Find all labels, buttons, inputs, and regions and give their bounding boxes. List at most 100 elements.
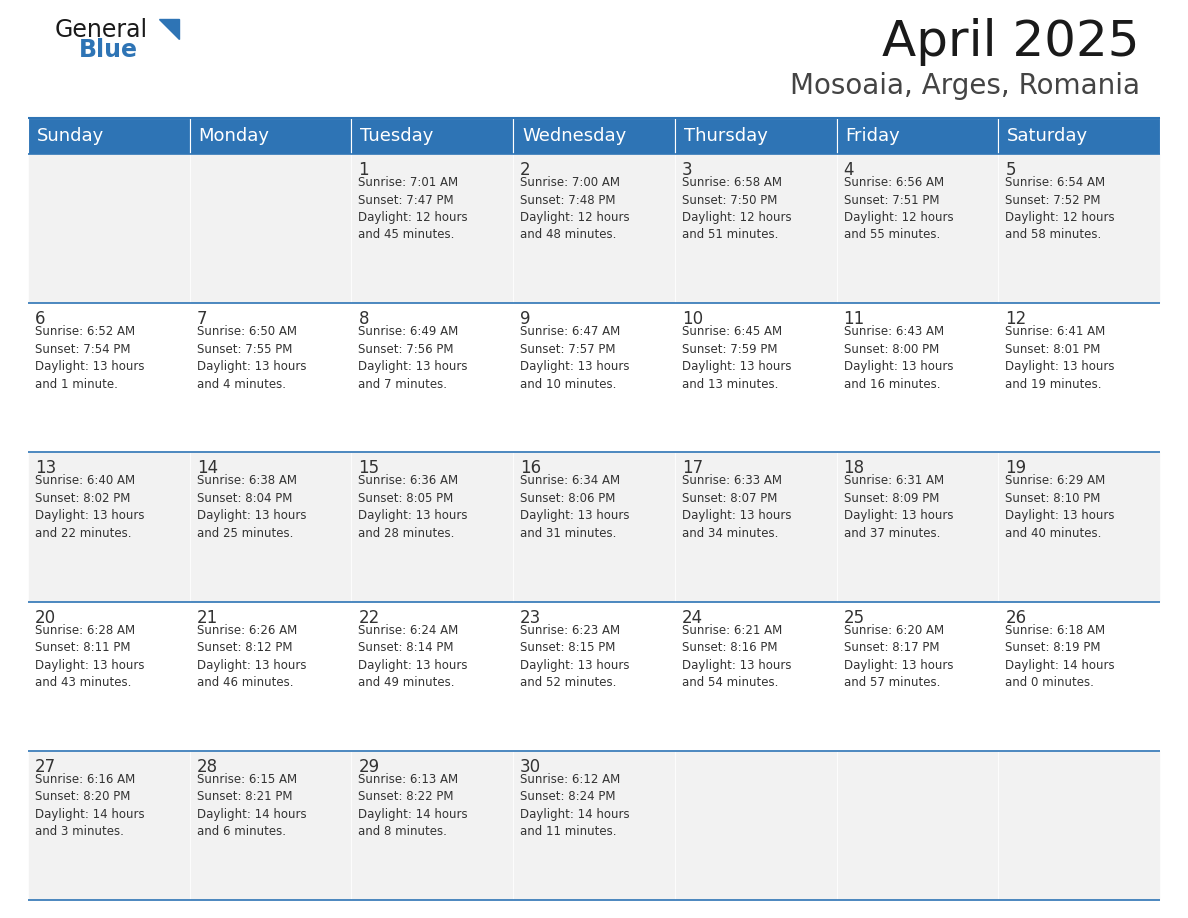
- Bar: [836, 751, 998, 900]
- Bar: [29, 154, 190, 303]
- Text: Sunrise: 6:45 AM
Sunset: 7:59 PM
Daylight: 13 hours
and 13 minutes.: Sunrise: 6:45 AM Sunset: 7:59 PM Dayligh…: [682, 325, 791, 391]
- Bar: [190, 118, 352, 154]
- Bar: [675, 154, 836, 303]
- Text: 21: 21: [197, 609, 217, 627]
- Bar: [998, 118, 1159, 154]
- Text: Sunrise: 6:34 AM
Sunset: 8:06 PM
Daylight: 13 hours
and 31 minutes.: Sunrise: 6:34 AM Sunset: 8:06 PM Dayligh…: [520, 475, 630, 540]
- Bar: [675, 303, 836, 453]
- Text: Sunrise: 6:52 AM
Sunset: 7:54 PM
Daylight: 13 hours
and 1 minute.: Sunrise: 6:52 AM Sunset: 7:54 PM Dayligh…: [34, 325, 145, 391]
- Bar: [836, 601, 998, 751]
- Text: 6: 6: [34, 310, 45, 329]
- Text: Sunrise: 6:41 AM
Sunset: 8:01 PM
Daylight: 13 hours
and 19 minutes.: Sunrise: 6:41 AM Sunset: 8:01 PM Dayligh…: [1005, 325, 1114, 391]
- Text: 15: 15: [359, 459, 379, 477]
- Bar: [836, 453, 998, 601]
- Bar: [29, 601, 190, 751]
- Text: 30: 30: [520, 757, 542, 776]
- Text: Tuesday: Tuesday: [360, 127, 434, 145]
- Text: Sunrise: 6:29 AM
Sunset: 8:10 PM
Daylight: 13 hours
and 40 minutes.: Sunrise: 6:29 AM Sunset: 8:10 PM Dayligh…: [1005, 475, 1114, 540]
- Text: Sunrise: 6:20 AM
Sunset: 8:17 PM
Daylight: 13 hours
and 57 minutes.: Sunrise: 6:20 AM Sunset: 8:17 PM Dayligh…: [843, 623, 953, 689]
- Text: 20: 20: [34, 609, 56, 627]
- Polygon shape: [159, 19, 179, 39]
- Text: 2: 2: [520, 161, 531, 179]
- Text: 11: 11: [843, 310, 865, 329]
- Text: Sunrise: 6:31 AM
Sunset: 8:09 PM
Daylight: 13 hours
and 37 minutes.: Sunrise: 6:31 AM Sunset: 8:09 PM Dayligh…: [843, 475, 953, 540]
- Bar: [998, 303, 1159, 453]
- Bar: [352, 751, 513, 900]
- Bar: [998, 751, 1159, 900]
- Bar: [836, 118, 998, 154]
- Text: 13: 13: [34, 459, 56, 477]
- Bar: [998, 453, 1159, 601]
- Bar: [29, 751, 190, 900]
- Text: 25: 25: [843, 609, 865, 627]
- Text: 26: 26: [1005, 609, 1026, 627]
- Text: Sunrise: 7:01 AM
Sunset: 7:47 PM
Daylight: 12 hours
and 45 minutes.: Sunrise: 7:01 AM Sunset: 7:47 PM Dayligh…: [359, 176, 468, 241]
- Bar: [190, 751, 352, 900]
- Text: 12: 12: [1005, 310, 1026, 329]
- Text: 24: 24: [682, 609, 703, 627]
- Text: Friday: Friday: [846, 127, 901, 145]
- Bar: [675, 601, 836, 751]
- Text: 3: 3: [682, 161, 693, 179]
- Text: Sunrise: 6:56 AM
Sunset: 7:51 PM
Daylight: 12 hours
and 55 minutes.: Sunrise: 6:56 AM Sunset: 7:51 PM Dayligh…: [843, 176, 953, 241]
- Bar: [836, 154, 998, 303]
- Text: Sunrise: 6:43 AM
Sunset: 8:00 PM
Daylight: 13 hours
and 16 minutes.: Sunrise: 6:43 AM Sunset: 8:00 PM Dayligh…: [843, 325, 953, 391]
- Bar: [29, 453, 190, 601]
- Text: 19: 19: [1005, 459, 1026, 477]
- Text: Sunrise: 6:33 AM
Sunset: 8:07 PM
Daylight: 13 hours
and 34 minutes.: Sunrise: 6:33 AM Sunset: 8:07 PM Dayligh…: [682, 475, 791, 540]
- Text: Sunrise: 6:49 AM
Sunset: 7:56 PM
Daylight: 13 hours
and 7 minutes.: Sunrise: 6:49 AM Sunset: 7:56 PM Dayligh…: [359, 325, 468, 391]
- Text: 18: 18: [843, 459, 865, 477]
- Bar: [190, 601, 352, 751]
- Text: 28: 28: [197, 757, 217, 776]
- Text: Sunrise: 6:38 AM
Sunset: 8:04 PM
Daylight: 13 hours
and 25 minutes.: Sunrise: 6:38 AM Sunset: 8:04 PM Dayligh…: [197, 475, 307, 540]
- Bar: [513, 751, 675, 900]
- Bar: [352, 303, 513, 453]
- Bar: [998, 154, 1159, 303]
- Text: Sunrise: 6:47 AM
Sunset: 7:57 PM
Daylight: 13 hours
and 10 minutes.: Sunrise: 6:47 AM Sunset: 7:57 PM Dayligh…: [520, 325, 630, 391]
- Text: Sunrise: 6:54 AM
Sunset: 7:52 PM
Daylight: 12 hours
and 58 minutes.: Sunrise: 6:54 AM Sunset: 7:52 PM Dayligh…: [1005, 176, 1114, 241]
- Text: Sunrise: 6:50 AM
Sunset: 7:55 PM
Daylight: 13 hours
and 4 minutes.: Sunrise: 6:50 AM Sunset: 7:55 PM Dayligh…: [197, 325, 307, 391]
- Text: 10: 10: [682, 310, 703, 329]
- Bar: [675, 453, 836, 601]
- Text: Sunrise: 6:12 AM
Sunset: 8:24 PM
Daylight: 14 hours
and 11 minutes.: Sunrise: 6:12 AM Sunset: 8:24 PM Dayligh…: [520, 773, 630, 838]
- Text: Sunrise: 6:40 AM
Sunset: 8:02 PM
Daylight: 13 hours
and 22 minutes.: Sunrise: 6:40 AM Sunset: 8:02 PM Dayligh…: [34, 475, 145, 540]
- Text: 8: 8: [359, 310, 369, 329]
- Text: Sunrise: 6:36 AM
Sunset: 8:05 PM
Daylight: 13 hours
and 28 minutes.: Sunrise: 6:36 AM Sunset: 8:05 PM Dayligh…: [359, 475, 468, 540]
- Text: General: General: [55, 18, 148, 42]
- Bar: [675, 118, 836, 154]
- Text: Sunrise: 6:28 AM
Sunset: 8:11 PM
Daylight: 13 hours
and 43 minutes.: Sunrise: 6:28 AM Sunset: 8:11 PM Dayligh…: [34, 623, 145, 689]
- Bar: [190, 453, 352, 601]
- Text: 4: 4: [843, 161, 854, 179]
- Bar: [675, 751, 836, 900]
- Text: 27: 27: [34, 757, 56, 776]
- Bar: [513, 154, 675, 303]
- Text: 23: 23: [520, 609, 542, 627]
- Text: Sunrise: 6:16 AM
Sunset: 8:20 PM
Daylight: 14 hours
and 3 minutes.: Sunrise: 6:16 AM Sunset: 8:20 PM Dayligh…: [34, 773, 145, 838]
- Bar: [352, 453, 513, 601]
- Text: Sunrise: 6:58 AM
Sunset: 7:50 PM
Daylight: 12 hours
and 51 minutes.: Sunrise: 6:58 AM Sunset: 7:50 PM Dayligh…: [682, 176, 791, 241]
- Text: Sunrise: 6:21 AM
Sunset: 8:16 PM
Daylight: 13 hours
and 54 minutes.: Sunrise: 6:21 AM Sunset: 8:16 PM Dayligh…: [682, 623, 791, 689]
- Text: 9: 9: [520, 310, 531, 329]
- Bar: [998, 601, 1159, 751]
- Bar: [190, 303, 352, 453]
- Text: Sunrise: 7:00 AM
Sunset: 7:48 PM
Daylight: 12 hours
and 48 minutes.: Sunrise: 7:00 AM Sunset: 7:48 PM Dayligh…: [520, 176, 630, 241]
- Text: Wednesday: Wednesday: [523, 127, 626, 145]
- Bar: [513, 453, 675, 601]
- Text: Monday: Monday: [198, 127, 270, 145]
- Text: Blue: Blue: [78, 38, 138, 62]
- Text: 14: 14: [197, 459, 217, 477]
- Text: Saturday: Saturday: [1007, 127, 1088, 145]
- Text: Sunrise: 6:26 AM
Sunset: 8:12 PM
Daylight: 13 hours
and 46 minutes.: Sunrise: 6:26 AM Sunset: 8:12 PM Dayligh…: [197, 623, 307, 689]
- Text: Sunday: Sunday: [37, 127, 105, 145]
- Text: Mosoaia, Arges, Romania: Mosoaia, Arges, Romania: [790, 72, 1140, 100]
- Text: 7: 7: [197, 310, 207, 329]
- Text: Sunrise: 6:13 AM
Sunset: 8:22 PM
Daylight: 14 hours
and 8 minutes.: Sunrise: 6:13 AM Sunset: 8:22 PM Dayligh…: [359, 773, 468, 838]
- Text: Sunrise: 6:18 AM
Sunset: 8:19 PM
Daylight: 14 hours
and 0 minutes.: Sunrise: 6:18 AM Sunset: 8:19 PM Dayligh…: [1005, 623, 1114, 689]
- Text: Thursday: Thursday: [684, 127, 767, 145]
- Bar: [352, 601, 513, 751]
- Bar: [352, 118, 513, 154]
- Bar: [29, 118, 190, 154]
- Text: 1: 1: [359, 161, 369, 179]
- Bar: [29, 303, 190, 453]
- Text: 22: 22: [359, 609, 380, 627]
